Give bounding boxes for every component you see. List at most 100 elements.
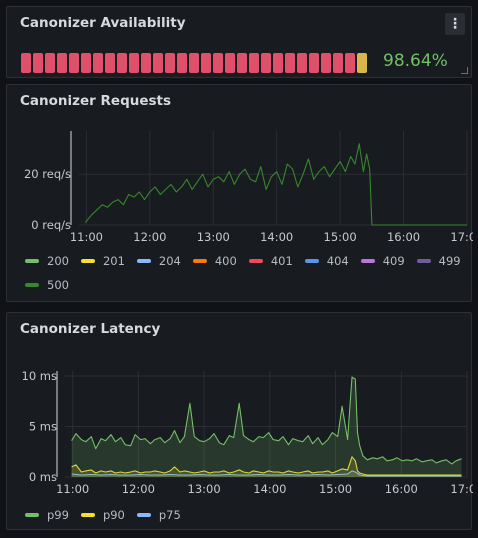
gauge-segment [177, 53, 187, 73]
requests-panel: Canonizer Requests 11:00 12:00 13:00 14:00 1… [6, 84, 473, 302]
legend-item-204[interactable]: 204 [136, 254, 181, 268]
y-tick-label: 0 ms [29, 470, 57, 484]
legend-swatch [136, 513, 151, 517]
legend-row: p99 p90 p75 [25, 503, 193, 527]
panel-title: Canonizer Latency [20, 321, 161, 337]
series-line-p99 [71, 376, 462, 465]
y-tick-label: 5 ms [29, 420, 57, 434]
panel-menu-button[interactable]: ⋮ [445, 13, 465, 35]
legend-item-200[interactable]: 200 [25, 254, 69, 268]
gauge-segment [213, 53, 223, 73]
gauge-segment [45, 53, 55, 73]
legend-label: 499 [438, 254, 461, 268]
legend-swatch [416, 259, 431, 263]
x-tick-label: 13:00 [188, 482, 221, 496]
legend-label: 200 [47, 254, 69, 268]
latency-panel: Canonizer Latency 11:00 12:00 13:00 14:00 15… [6, 312, 473, 530]
gauge-segment [189, 53, 199, 73]
legend-swatch [80, 259, 95, 263]
legend-item-500[interactable]: 500 [25, 278, 69, 292]
legend-label: 201 [102, 254, 125, 268]
requests-legend: 200 201 204 400 401 404 409 499 500 [25, 249, 473, 297]
gauge-segment [225, 53, 235, 73]
panel-title: Canonizer Requests [20, 93, 172, 109]
legend-row: 200 201 204 400 401 404 409 499 [25, 249, 473, 273]
gauge-segment [117, 53, 127, 73]
gauge-segment [333, 53, 343, 73]
latency-legend: p99 p90 p75 [25, 503, 193, 527]
x-tick-label: 12:00 [133, 230, 166, 244]
gauge-segment [261, 53, 271, 73]
legend-item-401[interactable]: 401 [248, 254, 293, 268]
legend-swatch [248, 259, 263, 263]
kebab-icon: ⋮ [448, 16, 462, 32]
requests-chart[interactable]: 11:00 12:00 13:00 14:00 15:00 16:00 17:00 0 req… [7, 121, 473, 293]
legend-item-201[interactable]: 201 [80, 254, 125, 268]
y-tick-label: 10 ms [22, 369, 57, 383]
gauge-segment [105, 53, 115, 73]
legend-item-p90[interactable]: p90 [80, 508, 125, 522]
legend-item-400[interactable]: 400 [192, 254, 237, 268]
gauge-segment [153, 53, 163, 73]
gauge-segment [249, 53, 259, 73]
x-tick-label: 13:00 [197, 230, 230, 244]
gauge-segment [33, 53, 43, 73]
legend-item-p75[interactable]: p75 [136, 508, 181, 522]
x-tick-label: 11:00 [56, 482, 89, 496]
x-tick-label: 15:00 [324, 230, 357, 244]
legend-swatch [304, 259, 319, 263]
gauge-segment [309, 53, 319, 73]
series-line-p90 [71, 456, 462, 476]
series-area-p75 [71, 470, 462, 477]
gauge-segment [297, 53, 307, 73]
series-area-p99 [71, 377, 462, 477]
legend-item-p99[interactable]: p99 [25, 508, 69, 522]
gauge-segment [93, 53, 103, 73]
gauge-segment [69, 53, 79, 73]
x-tick-label: 16:00 [387, 230, 420, 244]
legend-item-404[interactable]: 404 [304, 254, 349, 268]
series-area-p90 [71, 456, 462, 477]
x-tick-label: 17:00 [450, 230, 473, 244]
y-tick-label: 0 req/s [31, 218, 71, 232]
legend-label: 400 [214, 254, 237, 268]
x-tick-label: 11:00 [70, 230, 103, 244]
latency-chart[interactable]: 11:00 12:00 13:00 14:00 15:00 16:00 17:00 0 ms 5… [7, 349, 473, 509]
x-tick-label: 15:00 [319, 482, 352, 496]
gauge-segment [345, 53, 355, 73]
legend-label: p99 [47, 508, 69, 522]
legend-label: 500 [47, 278, 69, 292]
legend-label: p75 [158, 508, 181, 522]
availability-value: 98.64% [383, 51, 448, 71]
y-tick-label: 20 req/s [24, 167, 71, 181]
gauge-segment [57, 53, 67, 73]
gauge-segment [165, 53, 175, 73]
legend-swatch [136, 259, 151, 263]
gauge-segment [357, 53, 367, 73]
gauge-segment [201, 53, 211, 73]
series-line-500 [84, 143, 467, 226]
legend-label: p90 [102, 508, 125, 522]
legend-swatch [25, 283, 39, 287]
legend-swatch [360, 259, 375, 263]
gauge-segment [141, 53, 151, 73]
gauge-segment [321, 53, 331, 73]
resize-handle[interactable] [461, 67, 468, 74]
x-tick-label: 14:00 [253, 482, 286, 496]
x-tick-label: 17:00 [450, 482, 473, 496]
legend-label: 409 [382, 254, 405, 268]
availability-bar-gauge [21, 53, 369, 73]
gauge-segment [285, 53, 295, 73]
legend-label: 404 [326, 254, 349, 268]
availability-panel: Canonizer Availability ⋮ 98.64% [6, 6, 472, 78]
gauge-segment [81, 53, 91, 73]
gauge-segment [237, 53, 247, 73]
legend-item-499[interactable]: 499 [416, 254, 461, 268]
gauge-segment [273, 53, 283, 73]
legend-swatch [192, 259, 207, 263]
panel-title: Canonizer Availability [20, 15, 186, 31]
legend-swatch [25, 513, 39, 517]
legend-swatch [80, 513, 95, 517]
x-tick-label: 14:00 [260, 230, 293, 244]
legend-item-409[interactable]: 409 [360, 254, 405, 268]
